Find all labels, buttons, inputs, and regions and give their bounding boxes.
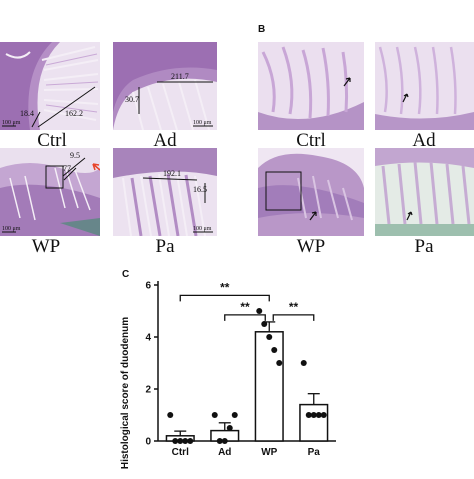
annotation-9-5: 9.5: [70, 151, 80, 160]
caption-ad: Ad: [153, 130, 177, 151]
caption-b-pa: Pa: [414, 236, 434, 257]
caption-wp: WP: [31, 236, 61, 257]
arrow-icon: [406, 211, 413, 221]
annotation-77: 77: [63, 164, 71, 173]
data-point: [167, 412, 174, 418]
caption-pa: Pa: [155, 236, 175, 257]
red-arrow-icon: [92, 163, 100, 171]
annotation-162-2: 162.2: [65, 109, 83, 118]
micrograph-b-ad: [375, 42, 474, 130]
scale-bar-label: 100 μm: [193, 120, 212, 126]
y-tick-label: 6: [145, 281, 151, 292]
caption-b-wp: WP: [296, 236, 326, 257]
x-tick-label-wp: WP: [261, 447, 277, 458]
data-point: [182, 438, 189, 444]
significance-label: **: [240, 300, 250, 314]
data-point: [187, 438, 194, 444]
x-tick-label-ctrl: Ctrl: [172, 447, 189, 458]
histological-score-chart: C Histological score of duodenum 0 2 4 6 Ctr…: [108, 265, 344, 474]
micrograph-b-wp: [258, 148, 364, 236]
y-axis-title: Histological score of duodenum: [120, 317, 131, 469]
annotation-16-5: 16.5: [193, 185, 207, 194]
scale-bar-label: 100 μm: [2, 120, 21, 126]
y-tick-label: 0: [145, 437, 151, 448]
significance-bracket: [224, 314, 266, 321]
significance-label: **: [220, 280, 230, 294]
annotation-18-4: 18.4: [20, 109, 34, 118]
micrograph-a-ctrl: 18.4 162.2 100 μm: [0, 42, 100, 130]
data-point: [216, 438, 223, 444]
caption-ctrl: Ctrl: [37, 130, 67, 151]
annotation-30-7: 30.7: [125, 95, 139, 104]
caption-b-ad: Ad: [412, 130, 436, 151]
x-tick-label-ad: Ad: [218, 447, 231, 458]
data-point: [231, 412, 238, 418]
data-point: [310, 412, 317, 418]
annotation-192-1: 192.1: [163, 169, 181, 178]
x-tick-label-pa: Pa: [308, 447, 321, 458]
data-point: [300, 360, 307, 366]
arrow-icon: [402, 93, 409, 103]
significance-bracket: [179, 294, 270, 302]
caption-b-ctrl: Ctrl: [296, 130, 326, 151]
significance-bracket: [272, 314, 315, 321]
data-point: [177, 438, 184, 444]
data-point: [266, 334, 273, 340]
bar-pa: [299, 403, 329, 442]
panel-b-letter: B: [258, 24, 266, 35]
bar-wp: [254, 331, 284, 442]
data-point: [256, 308, 263, 314]
y-tick-label: 4: [145, 333, 151, 344]
data-point: [261, 321, 268, 327]
scale-bar-label: 100 μm: [193, 226, 212, 232]
data-point: [315, 412, 322, 418]
data-point: [211, 412, 218, 418]
micrograph-a-pa: 192.1 16.5 100 μm: [113, 148, 217, 236]
arrow-icon: [343, 77, 351, 87]
data-point: [172, 438, 179, 444]
significance-label: **: [289, 300, 299, 314]
scale-bar-label: 100 μm: [2, 226, 21, 232]
data-point: [226, 425, 233, 431]
annotation-211-7: 211.7: [171, 72, 189, 81]
data-point: [276, 360, 283, 366]
data-point: [221, 438, 228, 444]
data-point: [271, 347, 278, 353]
micrograph-a-ad: 211.7 30.7 100 μm: [113, 42, 217, 130]
panel-c-letter: C: [122, 269, 129, 280]
data-point: [320, 412, 327, 418]
micrograph-b-pa: [375, 148, 474, 236]
data-point: [305, 412, 312, 418]
y-tick-label: 2: [145, 385, 151, 396]
micrograph-a-wp: 9.5 77 100 μm: [0, 148, 100, 236]
micrograph-b-ctrl: [258, 42, 364, 130]
arrow-icon: [309, 211, 317, 221]
